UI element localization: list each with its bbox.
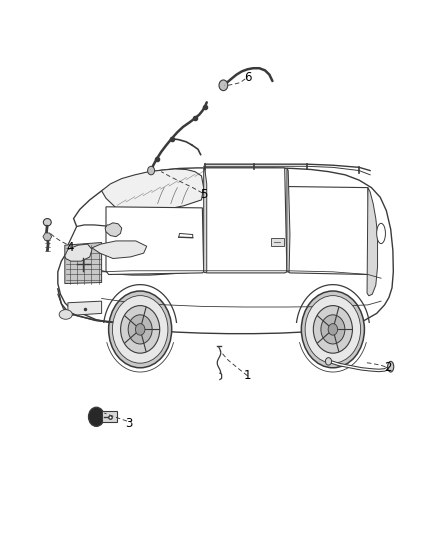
Polygon shape: [205, 168, 287, 273]
Circle shape: [321, 315, 345, 344]
Ellipse shape: [127, 310, 144, 319]
Circle shape: [135, 324, 145, 335]
Polygon shape: [102, 169, 204, 212]
Circle shape: [305, 296, 360, 363]
Circle shape: [328, 324, 338, 335]
Polygon shape: [105, 223, 122, 237]
Circle shape: [301, 291, 364, 368]
Ellipse shape: [388, 361, 394, 372]
Circle shape: [219, 80, 228, 91]
Polygon shape: [68, 225, 204, 275]
Polygon shape: [58, 168, 393, 334]
Circle shape: [88, 407, 104, 426]
Polygon shape: [43, 233, 52, 240]
Text: 4: 4: [66, 241, 74, 254]
Text: 6: 6: [244, 71, 251, 84]
Circle shape: [128, 315, 152, 344]
Text: 1: 1: [244, 369, 251, 382]
Polygon shape: [68, 301, 102, 316]
Text: 5: 5: [200, 188, 207, 201]
Circle shape: [113, 296, 168, 363]
Circle shape: [325, 358, 332, 365]
Ellipse shape: [59, 310, 72, 319]
Circle shape: [313, 305, 353, 353]
Polygon shape: [65, 243, 102, 284]
Circle shape: [148, 166, 155, 175]
Polygon shape: [288, 187, 370, 274]
Polygon shape: [102, 411, 117, 422]
Ellipse shape: [377, 223, 385, 244]
Circle shape: [120, 305, 160, 353]
Polygon shape: [92, 241, 147, 259]
Bar: [271, 238, 284, 246]
Polygon shape: [65, 244, 92, 261]
Polygon shape: [204, 168, 207, 273]
Text: 2: 2: [384, 361, 392, 374]
Polygon shape: [106, 207, 204, 274]
Polygon shape: [367, 188, 378, 296]
Text: 3: 3: [126, 417, 133, 430]
Circle shape: [109, 291, 172, 368]
Polygon shape: [287, 168, 290, 272]
Ellipse shape: [43, 219, 51, 226]
